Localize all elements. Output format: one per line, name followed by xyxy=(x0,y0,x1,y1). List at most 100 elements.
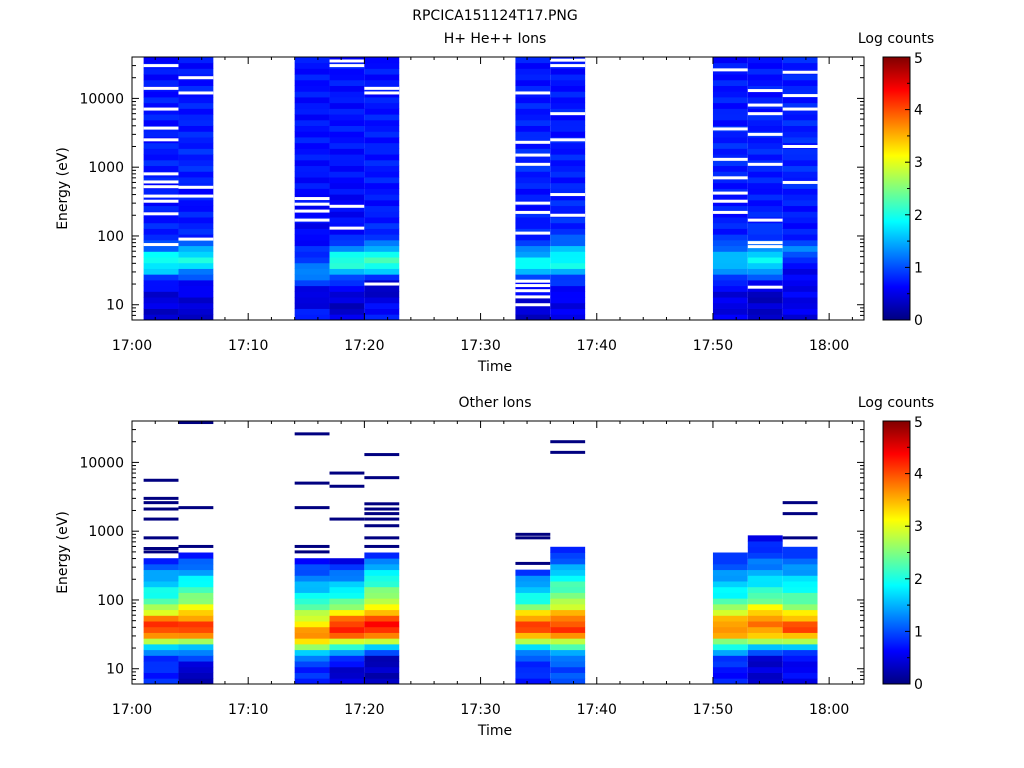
heatmap-cell xyxy=(364,262,400,269)
heatmap-cell xyxy=(329,205,365,212)
heatmap-cell xyxy=(747,581,783,588)
heatmap-cell xyxy=(747,297,783,304)
heatmap-cell xyxy=(712,302,748,309)
heatmap-cell xyxy=(294,615,330,622)
heatmap-cell xyxy=(747,268,783,275)
heatmap-cell xyxy=(550,177,586,184)
heatmap-cell xyxy=(364,217,400,224)
heatmap-cell xyxy=(329,119,365,127)
heatmap-cell xyxy=(143,74,179,81)
x-tick-label: 17:10 xyxy=(228,338,268,354)
x-tick-label: 17:10 xyxy=(228,702,268,718)
heatmap-line xyxy=(294,506,330,510)
heatmap-cell xyxy=(364,142,400,149)
heatmap-cell xyxy=(782,251,818,258)
heatmap-cell xyxy=(178,217,214,224)
heatmap-cell xyxy=(364,563,400,571)
heatmap-cell xyxy=(550,598,586,605)
heatmap-cell xyxy=(143,621,179,628)
heatmap-cell xyxy=(550,142,586,149)
heatmap-cell xyxy=(550,268,586,275)
heatmap-cell xyxy=(294,211,330,218)
heatmap-cell xyxy=(782,222,818,229)
heatmap-cell xyxy=(364,205,400,212)
plot-frame xyxy=(131,56,865,321)
colorbar-tick-label: 1 xyxy=(914,260,923,276)
heatmap-cell xyxy=(747,672,783,679)
heatmap-cell xyxy=(712,177,748,184)
heatmap-cell xyxy=(747,563,783,571)
heatmap-line xyxy=(364,453,400,457)
heatmap-cell xyxy=(550,291,586,298)
heatmap-cell xyxy=(329,632,365,639)
heatmap-cell xyxy=(550,308,586,315)
heatmap-cell xyxy=(294,239,330,247)
heatmap-gap xyxy=(782,107,818,111)
heatmap-cell xyxy=(143,586,179,593)
heatmap-cell xyxy=(178,592,214,599)
heatmap-gap xyxy=(143,185,179,189)
heatmap-gap xyxy=(143,172,179,176)
heatmap-cell xyxy=(364,586,400,593)
heatmap-gap xyxy=(515,289,551,293)
heatmap-cell xyxy=(550,119,586,127)
heatmap-gap xyxy=(712,127,748,131)
heatmap-column xyxy=(712,57,748,321)
heatmap-cell xyxy=(782,62,818,69)
heatmap-cell xyxy=(782,297,818,304)
heatmap-cell xyxy=(178,626,214,633)
heatmap-cell xyxy=(515,217,551,224)
heatmap-cell xyxy=(782,125,818,132)
y-tick-label: 10000 xyxy=(79,455,124,471)
heatmap-cell xyxy=(143,302,179,309)
heatmap-cell xyxy=(329,655,365,662)
heatmap-cell xyxy=(550,666,586,673)
heatmap-cell xyxy=(747,638,783,645)
heatmap-cell xyxy=(364,188,400,195)
heatmap-cell xyxy=(550,314,586,321)
heatmap-cell xyxy=(143,159,179,167)
heatmap-cell xyxy=(747,68,783,75)
heatmap-cell xyxy=(294,85,330,92)
heatmap-column xyxy=(515,532,551,685)
heatmap-cell xyxy=(329,199,365,207)
heatmap-cell xyxy=(515,626,551,633)
heatmap-cell xyxy=(294,205,330,212)
heatmap-cell xyxy=(747,678,783,685)
heatmap-cell xyxy=(178,274,214,281)
heatmap-cell xyxy=(178,558,214,565)
heatmap-cell xyxy=(712,137,748,144)
heatmap-cell xyxy=(747,552,783,559)
heatmap-cell xyxy=(712,85,748,92)
x-tick-label: 17:00 xyxy=(112,702,152,718)
heatmap-cell xyxy=(550,615,586,622)
heatmap-line xyxy=(364,507,400,511)
heatmap-cell xyxy=(329,234,365,241)
heatmap-cell xyxy=(782,552,818,559)
x-tick-label: 18:00 xyxy=(809,702,849,718)
heatmap-cell xyxy=(515,615,551,622)
heatmap-cell xyxy=(747,558,783,565)
heatmap-cell xyxy=(329,592,365,599)
heatmap-cell xyxy=(782,245,818,252)
heatmap-cell xyxy=(515,592,551,599)
heatmap-cell xyxy=(782,638,818,645)
heatmap-column xyxy=(178,421,214,685)
heatmap-cell xyxy=(294,586,330,593)
heatmap-cell xyxy=(747,535,783,542)
heatmap-cell xyxy=(550,563,586,571)
heatmap-cell xyxy=(143,119,179,127)
y-tick-label: 100 xyxy=(97,593,124,609)
heatmap-cell xyxy=(747,285,783,292)
heatmap-gap xyxy=(515,284,551,288)
heatmap-cell xyxy=(782,655,818,662)
heatmap-cell xyxy=(782,97,818,104)
colorbar-tick-label: 2 xyxy=(914,572,923,588)
heatmap-cell xyxy=(550,302,586,309)
heatmap-cell xyxy=(712,182,748,189)
heatmap-cell xyxy=(364,592,400,599)
heatmap-cell xyxy=(143,291,179,298)
heatmap-cell xyxy=(178,308,214,315)
heatmap-cell xyxy=(364,672,400,679)
heatmap-cell xyxy=(178,563,214,571)
